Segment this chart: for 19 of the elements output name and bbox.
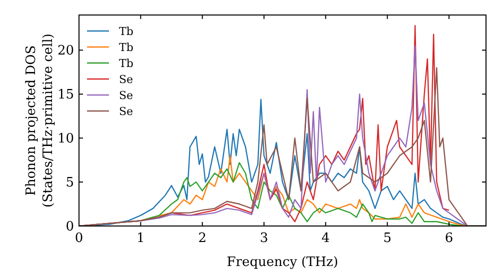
x-tick-label: 5 [383,231,392,246]
y-tick-label: 5 [66,176,74,191]
y-tick-label: 15 [57,88,74,103]
y-tick-label: 10 [57,132,74,147]
y-tick-label: 0 [66,220,74,235]
x-axis-title: Frequency (THz) [226,255,338,270]
legend-label: Se [119,88,134,102]
legend-label: Tb [119,40,134,54]
x-tick-label: 1 [136,231,145,246]
legend-label: Tb [119,24,134,38]
y-axis-title: Phonon projected DOS (States/THz·primitive cell) [24,33,56,208]
x-tick-label: 6 [444,231,454,246]
x-tick-label: 4 [322,231,330,246]
legend-label: Se [119,104,134,118]
legend-label: Se [119,72,134,86]
x-tick-label: 2 [198,231,206,246]
x-tick-label: 3 [260,231,268,246]
legend-label: Tb [119,56,134,70]
y-tick-label: 20 [57,44,74,59]
